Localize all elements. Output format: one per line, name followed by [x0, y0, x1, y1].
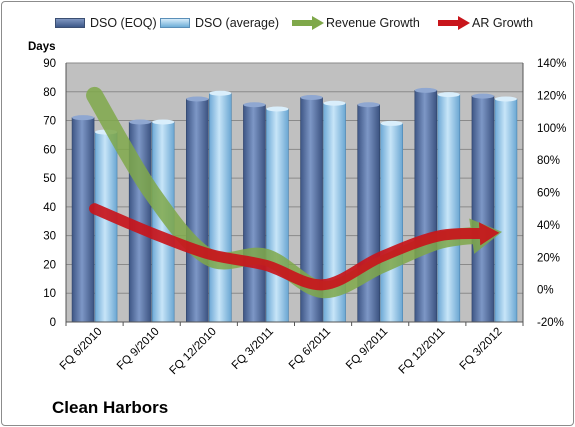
- x-tick-label: FQ 6/2011: [287, 326, 333, 372]
- y-axis-title: Days: [28, 41, 56, 53]
- bar-cap-dso-average: [437, 92, 460, 98]
- x-tick-label: FQ 12/2010: [168, 326, 219, 377]
- legend-arrow-ar-growth: [438, 16, 470, 30]
- revenue-growth-series-line: [86, 86, 490, 299]
- x-tick-label: FQ 3/2011: [230, 326, 276, 372]
- bar-dso-eoq: [414, 90, 438, 323]
- y-tick-label: 0: [50, 317, 56, 329]
- bar-dso-eoq: [71, 117, 95, 323]
- legend-item-dso-average: DSO (average): [160, 14, 279, 32]
- bar-cap-dso-average: [209, 90, 232, 96]
- legend-swatch-dso-eoq: [55, 18, 85, 28]
- bar-cap-dso-average: [323, 100, 346, 106]
- legend-item-dso-eoq: DSO (EOQ): [55, 14, 157, 32]
- y-tick-label: 90: [43, 58, 56, 70]
- bar-dso-average: [494, 98, 518, 323]
- y2-tick-label: 80%: [537, 155, 560, 167]
- ar-growth-series-line: [89, 203, 491, 291]
- bar-cap-dso-average: [380, 120, 403, 126]
- legend-item-ar-growth: AR Growth: [436, 14, 533, 32]
- x-tick-label: FQ 12/2011: [397, 326, 448, 377]
- y-tick-label: 70: [43, 116, 56, 128]
- legend-label-revenue-growth: Revenue Growth: [326, 16, 420, 30]
- bar-cap-dso-eoq: [186, 96, 209, 102]
- legend-swatch-dso-average: [160, 18, 190, 28]
- bar-cap-dso-eoq: [471, 93, 494, 99]
- bar-dso-average: [209, 92, 232, 323]
- legend-arrow-revenue-growth: [292, 16, 324, 30]
- bar-dso-average: [266, 108, 289, 323]
- bar-dso-average: [380, 123, 403, 323]
- y2-tick-label: -20%: [537, 317, 564, 329]
- x-tick-label: FQ 3/2012: [458, 326, 505, 373]
- y-tick-label: 30: [43, 231, 56, 243]
- legend-item-revenue-growth: Revenue Growth: [290, 14, 420, 32]
- y-tick-label: 60: [43, 144, 56, 156]
- y2-tick-label: 100%: [537, 123, 566, 135]
- company-name: Clean Harbors: [52, 398, 169, 417]
- x-tick-label: FQ 6/2010: [58, 326, 105, 373]
- bar-dso-eoq: [186, 98, 209, 323]
- y-tick-label: 40: [43, 202, 56, 214]
- bar-dso-eoq: [471, 95, 495, 323]
- bar-cap-dso-average: [266, 106, 289, 112]
- legend: DSO (EOQ) DSO (average) Revenue Growth A…: [0, 14, 575, 32]
- y2-tick-label: 140%: [537, 58, 566, 70]
- y2-tick-label: 20%: [537, 252, 560, 264]
- y-tick-label: 80: [43, 87, 56, 99]
- y2-tick-label: 60%: [537, 188, 560, 200]
- bar-cap-dso-eoq: [357, 102, 380, 108]
- y2-tick-label: 40%: [537, 220, 560, 232]
- legend-label-ar-growth: AR Growth: [472, 16, 534, 30]
- y2-tick-label: 0%: [537, 285, 554, 297]
- legend-label-dso-eoq: DSO (EOQ): [90, 16, 157, 30]
- x-tick-label: FQ 9/2010: [115, 326, 162, 373]
- legend-label-dso-average: DSO (average): [195, 16, 280, 30]
- y-tick-label: 10: [43, 288, 56, 300]
- bar-dso-average: [94, 131, 118, 323]
- bar-cap-dso-eoq: [300, 95, 323, 101]
- ar-growth-series-arrowhead: [478, 222, 500, 246]
- bar-cap-dso-eoq: [72, 115, 95, 121]
- y-tick-label: 50: [43, 173, 56, 185]
- bar-dso-eoq: [243, 104, 266, 323]
- bar-cap-dso-average: [152, 119, 175, 125]
- bar-cap-dso-eoq: [414, 87, 437, 93]
- bar-cap-dso-average: [494, 96, 517, 102]
- bar-cap-dso-eoq: [243, 102, 266, 108]
- x-tick-label: FQ 9/2011: [344, 326, 390, 372]
- bar-cap-dso-eoq: [129, 119, 152, 125]
- ar-growth-series: [89, 203, 500, 291]
- y-tick-label: 20: [43, 259, 56, 271]
- y2-tick-label: 120%: [537, 90, 566, 102]
- bar-dso-average: [437, 94, 461, 323]
- bar-dso-eoq: [357, 104, 380, 323]
